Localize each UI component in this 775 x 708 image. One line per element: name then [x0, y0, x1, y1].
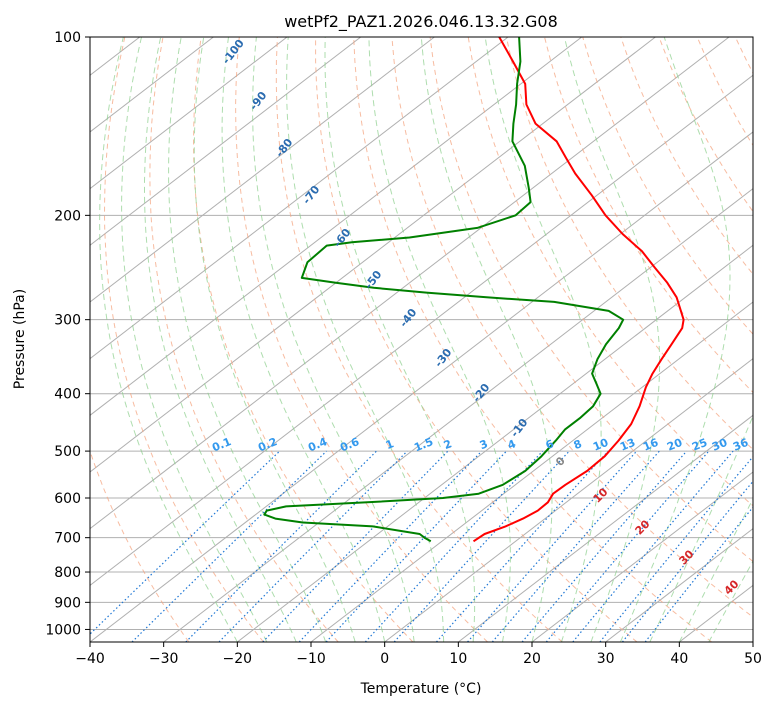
x-tick-label: 30: [597, 651, 615, 667]
mixing-ratio-line: [467, 450, 638, 642]
isotherm-line: [90, 37, 509, 360]
data-series: [263, 37, 685, 543]
x-tick-label: 20: [523, 651, 541, 667]
x-tick-label: −20: [223, 651, 253, 667]
isotherm-line: [90, 37, 583, 416]
mixing-ratio-label: 8: [572, 437, 584, 452]
mixing-ratio-line: [325, 450, 507, 642]
x-tick-label: −10: [296, 651, 326, 667]
dry-adiabat-line: [505, 37, 753, 451]
mixing-ratio-line: [185, 450, 377, 642]
isotherm-line: [458, 414, 753, 642]
mixing-ratio-label: 30: [710, 436, 729, 454]
isotherm-line: [531, 471, 753, 642]
moist-adiabat-line: [420, 37, 553, 642]
moist-adiabat-line: [324, 37, 476, 642]
isotherm-line: [90, 37, 362, 246]
temperature-profile-line: [472, 37, 685, 543]
dry-adiabat-line: [467, 37, 753, 507]
moist-adiabat-line: [252, 37, 415, 642]
dry-adiabat-line: [544, 37, 753, 394]
mixing-ratio-label: 25: [690, 436, 709, 454]
mixing-ratio-line: [90, 450, 281, 635]
isotherm-line: [384, 358, 753, 642]
dry-adiabat-line: [391, 37, 753, 618]
mixing-ratio-label: 2: [442, 437, 454, 452]
mixing-ratio-label: 36: [731, 436, 750, 454]
dry-adiabat-line: [103, 37, 264, 642]
mixing-ratio-line: [364, 450, 544, 642]
background-reference-lines: [90, 37, 753, 642]
moist-adiabat-line: [649, 414, 753, 642]
isotherm-line: [605, 528, 753, 642]
mixing-ratio-label: 3: [478, 437, 490, 452]
y-tick-label: 500: [54, 444, 81, 460]
isotherm-line: [90, 37, 288, 190]
x-tick-label: 40: [670, 651, 688, 667]
y-tick-label: 700: [54, 531, 81, 547]
dry-adiabat-line: [149, 37, 339, 642]
axes: −40 −30 −20 −10 0 10 20 30 40 50 100 200 300 400 500 60…: [45, 30, 762, 667]
dry-adiabat-line: [353, 37, 713, 642]
mixing-ratio-line: [545, 450, 710, 642]
y-tick-label: 300: [54, 313, 81, 329]
mixing-ratio-line: [599, 455, 753, 642]
y-tick-label: 800: [54, 565, 81, 581]
x-tick-label: 50: [744, 651, 762, 667]
isotherm-line: [90, 74, 753, 586]
isotherm-line: [163, 187, 753, 642]
y-tick-label: 600: [54, 491, 81, 507]
mixing-ratio-line: [621, 480, 753, 642]
mixing-ratio-label: 1: [384, 437, 396, 452]
x-tick-label: 0: [380, 651, 389, 667]
moist-adiabat-line: [221, 37, 386, 642]
moist-adiabat-line: [193, 37, 356, 642]
y-tick-label: 1000: [45, 622, 81, 638]
x-tick-label: −30: [149, 651, 179, 667]
isotherm-line: [90, 37, 656, 473]
mixing-ratio-line: [298, 450, 483, 642]
chart-title: wetPf2_PAZ1.2026.046.13.32.G08: [284, 12, 558, 32]
moist-adiabat-line: [368, 37, 511, 642]
x-tick-label: 10: [449, 651, 467, 667]
x-axis-label: Temperature (°C): [360, 681, 482, 697]
dry-adiabat-line: [235, 37, 488, 642]
mixing-ratio-line: [572, 450, 734, 642]
moist-adiabat-line: [619, 37, 731, 642]
dry-adiabat-line: [315, 37, 638, 642]
y-tick-label: 900: [54, 595, 81, 611]
moist-adiabat-line: [144, 37, 297, 642]
mixing-ratio-line: [435, 450, 609, 642]
mixing-ratio-line: [131, 450, 327, 642]
moist-adiabat-line: [99, 37, 238, 642]
plot-frame: [89, 36, 754, 643]
moist-adiabat-line: [168, 37, 327, 642]
y-tick-label: 400: [54, 387, 81, 403]
mixing-ratio-label: 13: [618, 436, 637, 454]
mixing-ratio-line: [218, 450, 408, 642]
dewpoint-profile-line: [263, 37, 625, 543]
y-tick-label: 200: [54, 208, 81, 224]
moist-adiabat-line: [121, 37, 268, 642]
isotherm-line: [237, 244, 753, 642]
dry-adiabat-line: [192, 37, 414, 642]
mixing-ratio-label: 16: [641, 436, 660, 454]
moist-adiabat-line: [563, 37, 661, 642]
mixing-ratio-line: [262, 450, 449, 642]
moist-adiabat-line: [484, 37, 602, 642]
mixing-ratio-label: 20: [665, 436, 684, 454]
x-tick-label: −40: [75, 651, 105, 667]
isotherm-line: [90, 37, 435, 303]
mixing-ratio-label: 10: [591, 436, 610, 454]
isotherm-line: [90, 131, 753, 642]
y-tick-label: 100: [54, 30, 81, 46]
isotherm-line: [90, 37, 730, 530]
y-axis-label: Pressure (hPa): [12, 289, 28, 389]
dry-adiabat-line: [429, 37, 753, 563]
